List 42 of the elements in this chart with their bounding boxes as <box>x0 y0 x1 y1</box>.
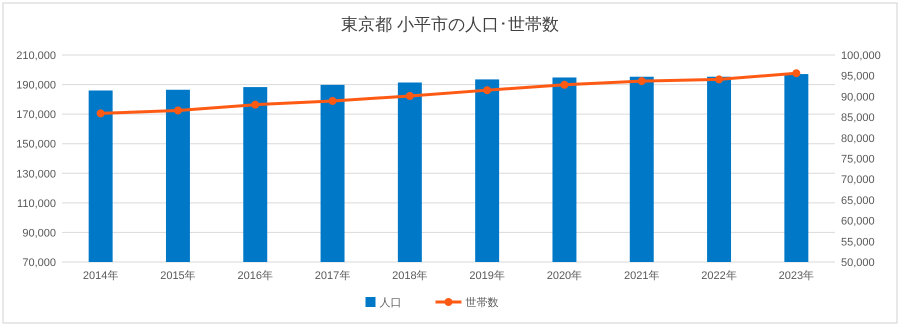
y2-tick-label: 55,000 <box>841 236 875 248</box>
point <box>174 106 182 114</box>
legend-label: 人口 <box>380 297 402 309</box>
x-tick-label: 2015年 <box>160 270 196 282</box>
y-tick-label: 150,000 <box>16 138 56 151</box>
y2-tick-label: 70,000 <box>841 174 875 186</box>
point <box>638 77 646 86</box>
point <box>792 69 800 78</box>
y-tick-label: 130,000 <box>16 168 56 180</box>
point <box>483 86 492 94</box>
y-tick-label: 170,000 <box>16 109 56 122</box>
x-tick-label: 2022年 <box>701 270 737 282</box>
point <box>406 92 414 100</box>
y2-tick-label: 95,000 <box>841 70 875 83</box>
y2-tick-label: 65,000 <box>841 194 875 207</box>
x-tick-label: 2016年 <box>238 270 273 282</box>
legend-label: 世帯数 <box>466 296 498 309</box>
y2-tick-label: 50,000 <box>841 257 875 269</box>
x-tick-label: 2014年 <box>82 270 118 282</box>
point <box>251 100 260 109</box>
chart-title: 東京都 小平市の人口･世帯数 <box>341 15 559 34</box>
point <box>96 109 105 118</box>
x-tick-label: 2019年 <box>469 270 505 282</box>
y2-tick-label: 75,000 <box>841 154 875 166</box>
y2-tick-label: 90,000 <box>841 91 875 104</box>
point <box>328 96 337 105</box>
x-tick-label: 2020年 <box>546 270 582 282</box>
y-tick-label: 190,000 <box>16 80 56 92</box>
x-tick-label: 2018年 <box>392 270 428 282</box>
y-tick-label: 90,000 <box>22 227 56 240</box>
y-tick-label: 210,000 <box>16 50 56 62</box>
y2-tick-label: 100,000 <box>841 50 881 62</box>
point <box>560 80 568 89</box>
y-tick-label: 70,000 <box>22 257 56 269</box>
x-tick-label: 2023年 <box>778 270 814 282</box>
y2-tick-label: 60,000 <box>841 216 875 228</box>
x-tick-label: 2017年 <box>314 270 350 282</box>
y2-tick-label: 85,000 <box>841 112 875 124</box>
y-tick-label: 110,000 <box>17 198 56 210</box>
x-tick-label: 2021年 <box>624 270 660 282</box>
y2-tick-label: 80,000 <box>841 132 875 145</box>
point <box>715 75 724 84</box>
